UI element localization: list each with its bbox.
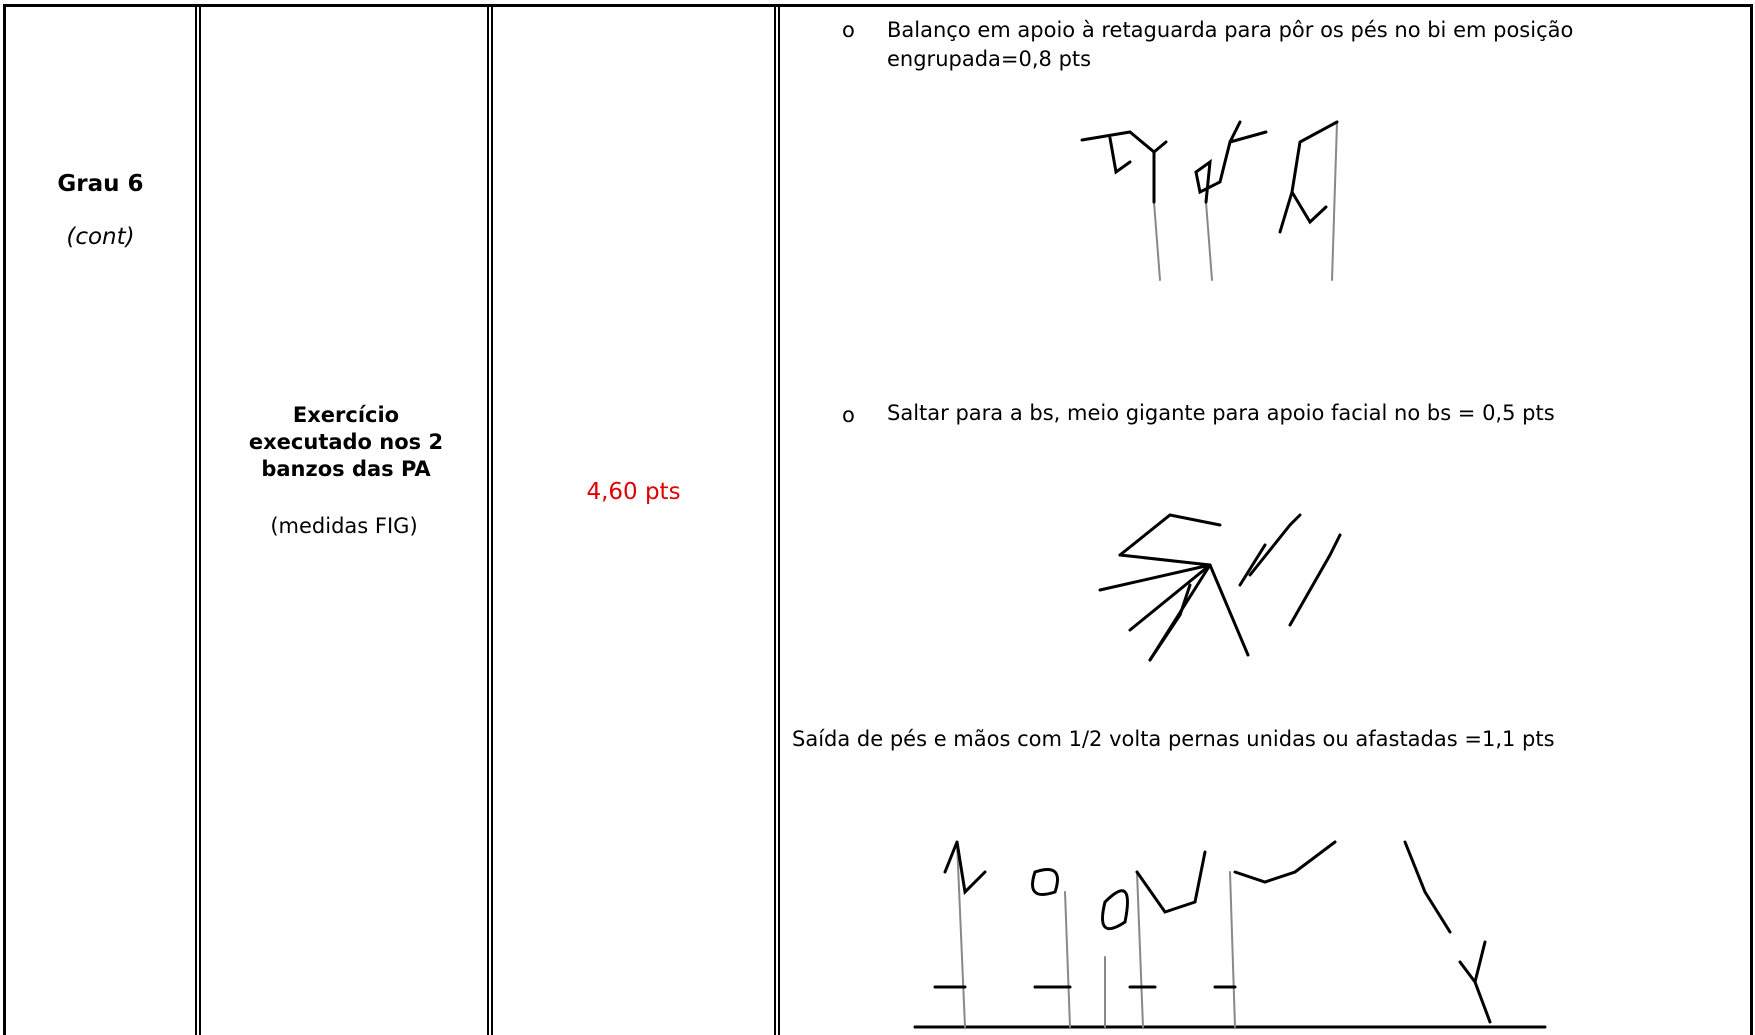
score: 4,60 pts [586, 479, 681, 505]
level-note: (cont) [66, 224, 135, 250]
bullet: o [842, 18, 855, 42]
element-text: Saída de pés e mãos com 1/2 volta pernas… [792, 727, 1555, 751]
column-divider [774, 5, 780, 1035]
table-top-border [3, 4, 1753, 7]
element-text: Saltar para a bs, meio gigante para apoi… [887, 401, 1555, 425]
sketch-figure [1080, 120, 1339, 281]
column-divider [487, 5, 493, 1035]
sketch-figure [1098, 513, 1342, 662]
element-text: Balanço em apoio à retaguarda para pôr o… [887, 18, 1574, 71]
table-left-border [3, 4, 6, 1035]
sketch-figure [913, 840, 1547, 1029]
level: Grau 6 [57, 171, 144, 197]
bullet: o [842, 403, 855, 427]
column-divider [195, 5, 201, 1035]
exercise-note: (medidas FIG) [270, 514, 418, 538]
exercise: Exercício executado nos 2 banzos das PA [248, 403, 444, 481]
table-right-border [1750, 4, 1753, 1035]
